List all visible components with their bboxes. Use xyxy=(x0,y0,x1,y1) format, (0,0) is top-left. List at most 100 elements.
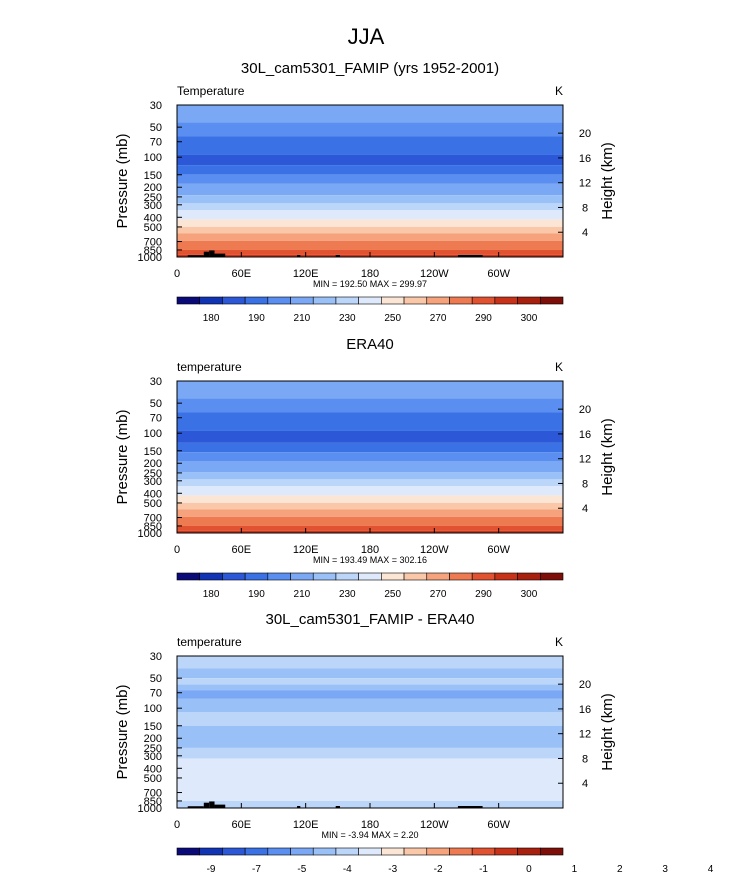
colorbar-swatch xyxy=(494,572,518,581)
contour-band xyxy=(177,678,563,685)
contour-band xyxy=(177,656,563,669)
colorbar-label: 180 xyxy=(203,313,220,324)
colorbar-label: 1 xyxy=(572,864,578,872)
contour-band xyxy=(177,398,563,413)
contour-band xyxy=(177,195,563,204)
contour-band xyxy=(177,690,563,699)
contour-band xyxy=(177,381,563,399)
colorbar-swatch xyxy=(312,572,337,581)
y-tick-label: 500 xyxy=(144,773,162,785)
y-axis-title: Pressure (mb) xyxy=(114,133,131,228)
y-tick-label: 500 xyxy=(144,222,162,234)
terrain-mask xyxy=(457,255,483,257)
colorbar-label: 180 xyxy=(203,589,220,600)
y-tick-label: 700 xyxy=(144,788,162,800)
y-tick-label: 1000 xyxy=(138,803,162,815)
y-right-tick-label: 4 xyxy=(582,778,588,790)
x-tick-label: 180 xyxy=(361,268,379,280)
y-tick-label: 200 xyxy=(144,182,162,194)
colorbar-label: 290 xyxy=(475,589,492,600)
colorbar-label: 300 xyxy=(521,313,538,324)
y-tick-label: 200 xyxy=(144,458,162,470)
colorbar-label: 0 xyxy=(526,864,532,872)
y-tick-label: 850 xyxy=(144,796,162,808)
y-right-tick-label: 8 xyxy=(582,753,588,765)
colorbar-swatch xyxy=(290,572,314,581)
y-tick-label: 300 xyxy=(144,200,162,212)
contour-band xyxy=(177,430,563,443)
terrain-mask xyxy=(187,255,204,257)
contour-band xyxy=(177,725,563,748)
colorbar-swatch xyxy=(403,572,428,581)
x-tick-label: 0 xyxy=(174,268,180,280)
colorbar-swatch xyxy=(449,572,473,581)
y-tick-label: 300 xyxy=(144,476,162,488)
contour-band xyxy=(177,105,563,123)
contour-band xyxy=(177,154,563,166)
y-right-tick-label: 4 xyxy=(582,227,588,239)
y-tick-label: 70 xyxy=(150,413,162,425)
colorbar-label: -7 xyxy=(252,864,261,872)
y-tick-label: 70 xyxy=(150,137,162,149)
colorbar-swatch xyxy=(290,847,314,856)
x-tick-label: 0 xyxy=(174,544,180,556)
contour-band xyxy=(177,758,563,801)
y-tick-label: 700 xyxy=(144,513,162,525)
y-tick-label: 250 xyxy=(144,192,162,204)
panel-left-label: temperature xyxy=(177,635,242,649)
terrain-mask xyxy=(335,806,340,808)
colorbar-swatch xyxy=(358,847,382,856)
colorbar-swatch xyxy=(267,847,291,856)
y-right-tick-label: 8 xyxy=(582,202,588,214)
colorbar-swatch xyxy=(222,572,246,581)
colorbar-swatch xyxy=(449,847,473,856)
x-tick-label: 120W xyxy=(420,544,449,556)
x-tick-label: 0 xyxy=(174,819,180,831)
colorbar-swatch xyxy=(381,572,405,581)
contour-band xyxy=(177,442,563,453)
colorbar-swatch xyxy=(517,296,541,305)
y-right-tick-label: 20 xyxy=(579,404,591,416)
colorbar-swatch xyxy=(199,572,223,581)
y-tick-label: 70 xyxy=(150,688,162,700)
y-right-tick-label: 20 xyxy=(579,128,591,140)
y-tick-label: 30 xyxy=(150,651,162,663)
colorbar-label: 250 xyxy=(384,313,401,324)
x-tick-label: 60W xyxy=(487,819,510,831)
terrain-mask xyxy=(203,251,210,257)
min-max-stats: MIN = -3.94 MAX = 2.20 xyxy=(321,830,418,840)
colorbar-swatch xyxy=(244,296,269,305)
y-tick-label: 250 xyxy=(144,468,162,480)
colorbar-swatch xyxy=(312,847,337,856)
colorbar-swatch xyxy=(471,572,496,581)
colorbar-label: -1 xyxy=(479,864,488,872)
y-right-axis-title: Height (km) xyxy=(599,418,616,496)
colorbar-swatch xyxy=(312,296,337,305)
colorbar-label: -2 xyxy=(434,864,443,872)
y-tick-label: 250 xyxy=(144,743,162,755)
terrain-mask xyxy=(214,253,226,257)
colorbar-label: 270 xyxy=(430,313,447,324)
colorbar-swatch xyxy=(244,572,269,581)
contour-band xyxy=(177,136,563,155)
y-tick-label: 100 xyxy=(144,428,162,440)
colorbar-swatch xyxy=(381,296,405,305)
chart-panel-3: 30L_cam5301_FAMIP - ERA40 temperature K 0 60… xyxy=(114,611,714,872)
colorbar-swatch xyxy=(381,847,405,856)
chart-panel-1: 30L_cam5301_FAMIP (yrs 1952-2001) Tempera… xyxy=(114,60,616,324)
contour-band xyxy=(177,165,563,175)
colorbar-swatch xyxy=(335,572,359,581)
min-max-stats: MIN = 193.49 MAX = 302.16 xyxy=(313,555,427,565)
contour-band xyxy=(177,486,563,496)
panel-left-label: temperature xyxy=(177,360,242,374)
colorbar-swatch xyxy=(426,847,450,856)
colorbar-swatch xyxy=(426,572,450,581)
y-right-axis-title: Height (km) xyxy=(599,142,616,220)
chart-panel-2: ERA40 temperature K 0 60E 120E 180 120W 60W 30 50 7… xyxy=(114,336,616,600)
y-right-axis-title: Height (km) xyxy=(599,693,616,771)
colorbar-swatch xyxy=(494,296,518,305)
colorbar-label: 230 xyxy=(339,313,356,324)
y-right-tick-label: 12 xyxy=(579,729,591,741)
colorbar-label: 250 xyxy=(384,589,401,600)
terrain-mask xyxy=(297,255,301,257)
